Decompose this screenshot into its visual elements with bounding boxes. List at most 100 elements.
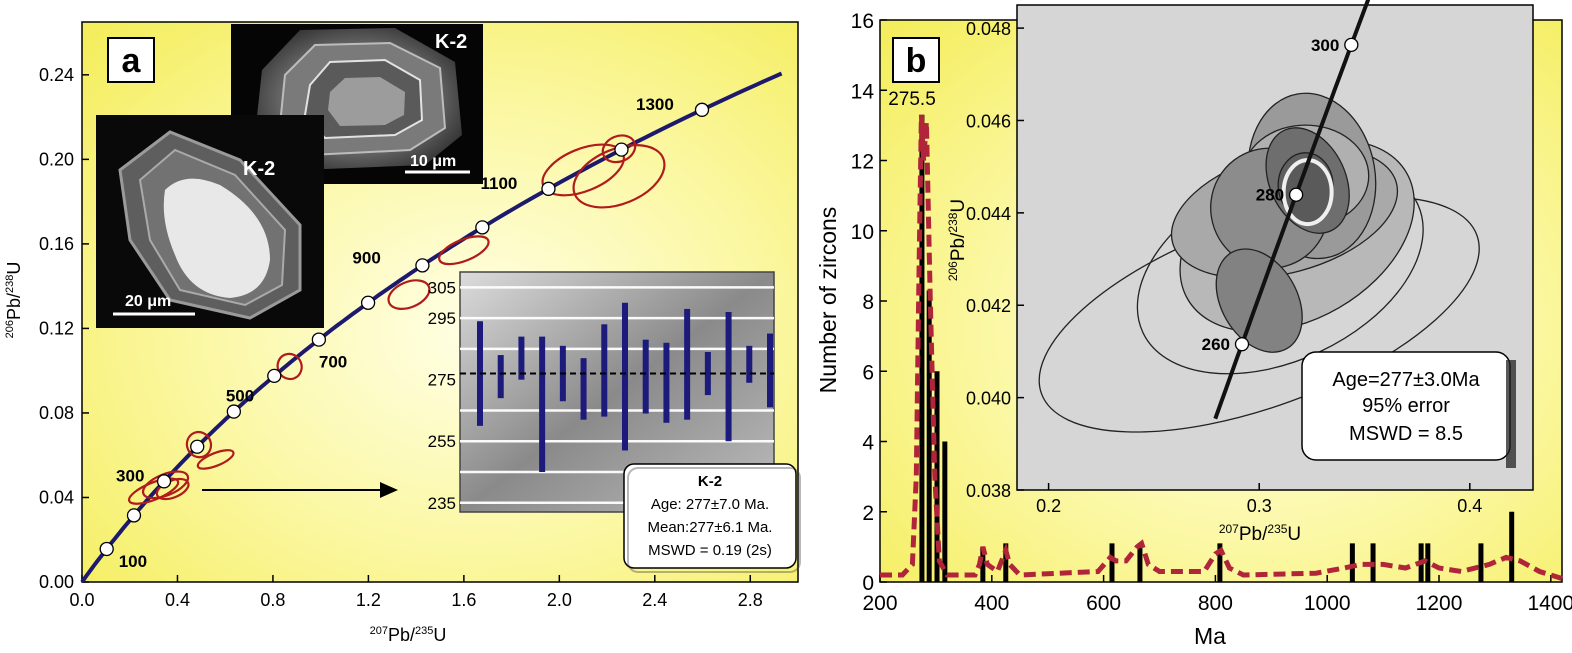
panel-b-inset: 260 280 300 0.2 0.3 0.4 0.038 0.040 0.042 0.044 0.… xyxy=(966,0,1534,516)
cl-image-bottom: K-2 20 μm xyxy=(96,115,324,328)
x-tick-label: 800 xyxy=(1198,592,1233,615)
inset-error-bar xyxy=(725,312,732,442)
inset-x-tick-label: 0.4 xyxy=(1457,496,1482,516)
inset-y-tick-label: 0.046 xyxy=(966,111,1011,131)
inset-error-bar xyxy=(518,336,525,380)
cl-top-label: K-2 xyxy=(435,31,467,53)
inset-y-tick-label: 295 xyxy=(428,309,456,328)
inset-error-bar xyxy=(601,324,608,417)
inset-y-tick-label: 235 xyxy=(428,494,456,513)
panel-a-xlabel: 207Pb/235U xyxy=(370,625,447,645)
error-ellipse xyxy=(185,430,213,459)
y-tick-label: 0.12 xyxy=(39,318,74,338)
cl-bottom-scale: 20 μm xyxy=(125,293,171,310)
inset-error-bar xyxy=(642,339,649,414)
x-tick-label: 0.8 xyxy=(260,590,285,610)
y-tick-label: 0.04 xyxy=(39,487,74,507)
panel-a-inset: 305 295 275 255 235 K-2 Age: 277±7.0 Ma. Mea… xyxy=(428,271,801,573)
panel-a: 0.0 0.4 0.8 1.2 1.6 2.0 2.4 2.8 0.00 0.04 0.08 0.12… xyxy=(4,21,801,645)
age-marker xyxy=(541,181,556,196)
panel-a-letter-box xyxy=(107,37,155,83)
error-ellipse xyxy=(387,279,431,310)
inset-error-bar xyxy=(746,345,753,383)
inset-b-legend-line2: 95% error xyxy=(1362,395,1450,417)
inset-y-tick-label: 0.038 xyxy=(966,481,1011,501)
y-tick-label: 6 xyxy=(862,361,874,384)
histogram-bar xyxy=(1478,543,1484,582)
inset-legend-line3: MSWD = 0.19 (2s) xyxy=(648,542,772,559)
error-ellipse xyxy=(601,134,637,164)
age-marker xyxy=(99,541,114,557)
x-tick-label: 1200 xyxy=(1416,592,1463,615)
inset-x-tick-label: 0.3 xyxy=(1247,496,1272,516)
inset-age-marker xyxy=(1234,337,1250,352)
histogram-bar xyxy=(1509,511,1515,582)
age-marker xyxy=(267,368,282,384)
error-ellipse xyxy=(572,144,666,209)
inset-b-legend-line3: MSWD = 8.5 xyxy=(1349,423,1463,445)
histogram-bar xyxy=(919,114,925,583)
histogram-bar xyxy=(1003,543,1009,582)
panel-b: 200 400 600 800 1000 1200 1400 0 2 4 6 8 10 12 14 16 27… xyxy=(815,0,1572,649)
panel-a-age-markers: 100 300 500 700 900 1100 1300 xyxy=(99,95,710,571)
inset-y-tick-label: 0.048 xyxy=(966,19,1011,39)
inset-age-label: 300 xyxy=(1311,36,1339,55)
panel-a-letter: a xyxy=(122,42,142,80)
age-marker xyxy=(415,258,430,273)
x-tick-label: 600 xyxy=(1086,592,1121,615)
inset-age-label: 260 xyxy=(1202,335,1230,354)
error-ellipse xyxy=(196,449,235,470)
y-tick-label: 4 xyxy=(862,432,874,455)
x-tick-label: 1000 xyxy=(1304,592,1351,615)
y-tick-label: 12 xyxy=(851,151,874,174)
inset-error-bar xyxy=(663,342,670,423)
age-marker xyxy=(694,102,710,117)
inset-legend-title: K-2 xyxy=(698,473,722,490)
panel-b-xlabel: Ma xyxy=(1194,623,1226,649)
inset-error-bar xyxy=(497,355,504,399)
age-marker xyxy=(190,439,205,454)
inset-y-tick-label: 0.044 xyxy=(966,204,1011,224)
inset-y-tick-label: 255 xyxy=(428,432,456,451)
panel-b-letter-box xyxy=(892,37,940,83)
x-tick-label: 1.2 xyxy=(356,590,381,610)
cl-image-top: K-2 10 μm xyxy=(231,24,483,184)
x-tick-label: 2.4 xyxy=(642,590,667,610)
inset-legend-line2: Mean:277±6.1 Ma. xyxy=(648,519,773,536)
kde-curve xyxy=(880,114,1563,581)
inset-error-bar xyxy=(684,308,691,420)
age-marker xyxy=(614,142,629,157)
x-tick-label: 1400 xyxy=(1527,592,1572,615)
y-tick-label: 0.16 xyxy=(39,234,74,254)
inset-y-tick-label: 275 xyxy=(428,371,456,390)
inset-x-tick-label: 0.2 xyxy=(1036,496,1061,516)
histogram-bar xyxy=(942,441,948,582)
y-tick-label: 14 xyxy=(851,80,875,103)
histogram-bar xyxy=(926,290,932,582)
histogram-bar xyxy=(980,546,986,582)
inset-legend-box xyxy=(623,463,797,569)
error-ellipse xyxy=(438,235,490,266)
inset-y-tick-label: 0.042 xyxy=(966,296,1011,316)
inset-age-marker xyxy=(1344,37,1359,52)
histogram-bar xyxy=(1349,543,1355,582)
y-tick-label: 10 xyxy=(851,221,874,244)
age-label: 300 xyxy=(116,466,144,485)
y-tick-label: 2 xyxy=(862,502,874,525)
histogram-bar xyxy=(1425,543,1431,582)
age-label: 1300 xyxy=(636,95,674,114)
cl-bottom-label: K-2 xyxy=(243,158,275,180)
inset-age-marker xyxy=(1288,187,1304,202)
panel-a-ylabel: 206Pb/238U xyxy=(4,262,24,339)
age-label: 500 xyxy=(226,387,254,406)
inset-b-xlabel: 207Pb/235U xyxy=(1219,522,1301,545)
age-label: 700 xyxy=(319,353,347,372)
x-tick-label: 0.4 xyxy=(165,590,190,610)
y-tick-label: 0 xyxy=(862,572,874,595)
age-marker xyxy=(311,332,327,347)
x-tick-label: 400 xyxy=(974,592,1009,615)
age-label: 100 xyxy=(119,552,147,571)
inset-y-tick-label: 0.040 xyxy=(966,389,1011,409)
inset-legend-line1: Age: 277±7.0 Ma. xyxy=(651,496,769,513)
